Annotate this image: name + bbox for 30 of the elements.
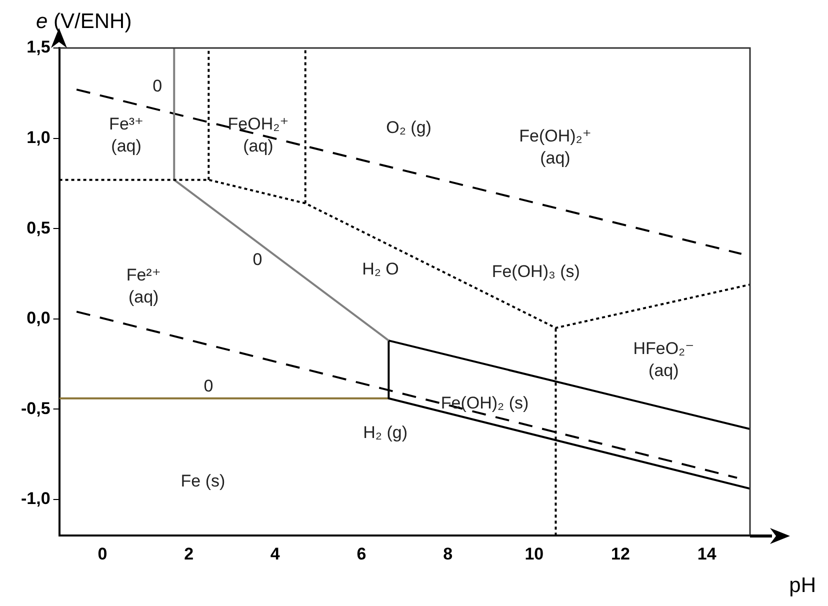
annotation: 0 <box>152 76 162 96</box>
y-tick-label: -1,0 <box>20 489 50 508</box>
y-axis-title: e (V/ENH) <box>36 10 132 34</box>
y-tick-label: -0,5 <box>20 398 50 418</box>
annotation: Fe (s) <box>180 472 226 491</box>
x-tick-label: 0 <box>98 544 108 564</box>
annotation: H₂ (g) <box>363 422 408 442</box>
annotation: 0 <box>252 250 262 269</box>
annotation: Fe(OH)₂ (s) <box>440 394 529 413</box>
annotation: Fe(OH)₃ (s) <box>492 262 580 281</box>
x-tick-label: 14 <box>697 544 717 564</box>
annotation: Fe³⁺ (aq) <box>109 114 144 156</box>
y-tick-label: 1,5 <box>26 38 50 57</box>
y-tick-label: 1,0 <box>26 128 50 147</box>
x-tick-label: 4 <box>270 544 280 564</box>
annotation: FeOH₂⁺ (aq) <box>228 114 289 156</box>
x-tick-label: 6 <box>356 544 366 564</box>
annotation: Fe(OH)₂⁺ (aq) <box>519 126 592 168</box>
annotation: H₂ O <box>362 260 399 279</box>
annotation: O₂ (g) <box>386 118 432 138</box>
x-tick-label: 8 <box>443 544 453 564</box>
x-tick-label: 2 <box>184 544 194 564</box>
y-tick-label: 0,0 <box>26 308 50 328</box>
x-tick-label: 10 <box>524 544 544 564</box>
annotation: 0 <box>204 376 214 396</box>
y-tick-label: 0,5 <box>26 218 50 238</box>
annotation: HFeO₂⁻ (aq) <box>633 338 694 380</box>
x-tick-label: 12 <box>611 544 630 564</box>
annotation: Fe²⁺ (aq) <box>126 266 161 307</box>
x-axis-title: pH <box>789 574 816 598</box>
